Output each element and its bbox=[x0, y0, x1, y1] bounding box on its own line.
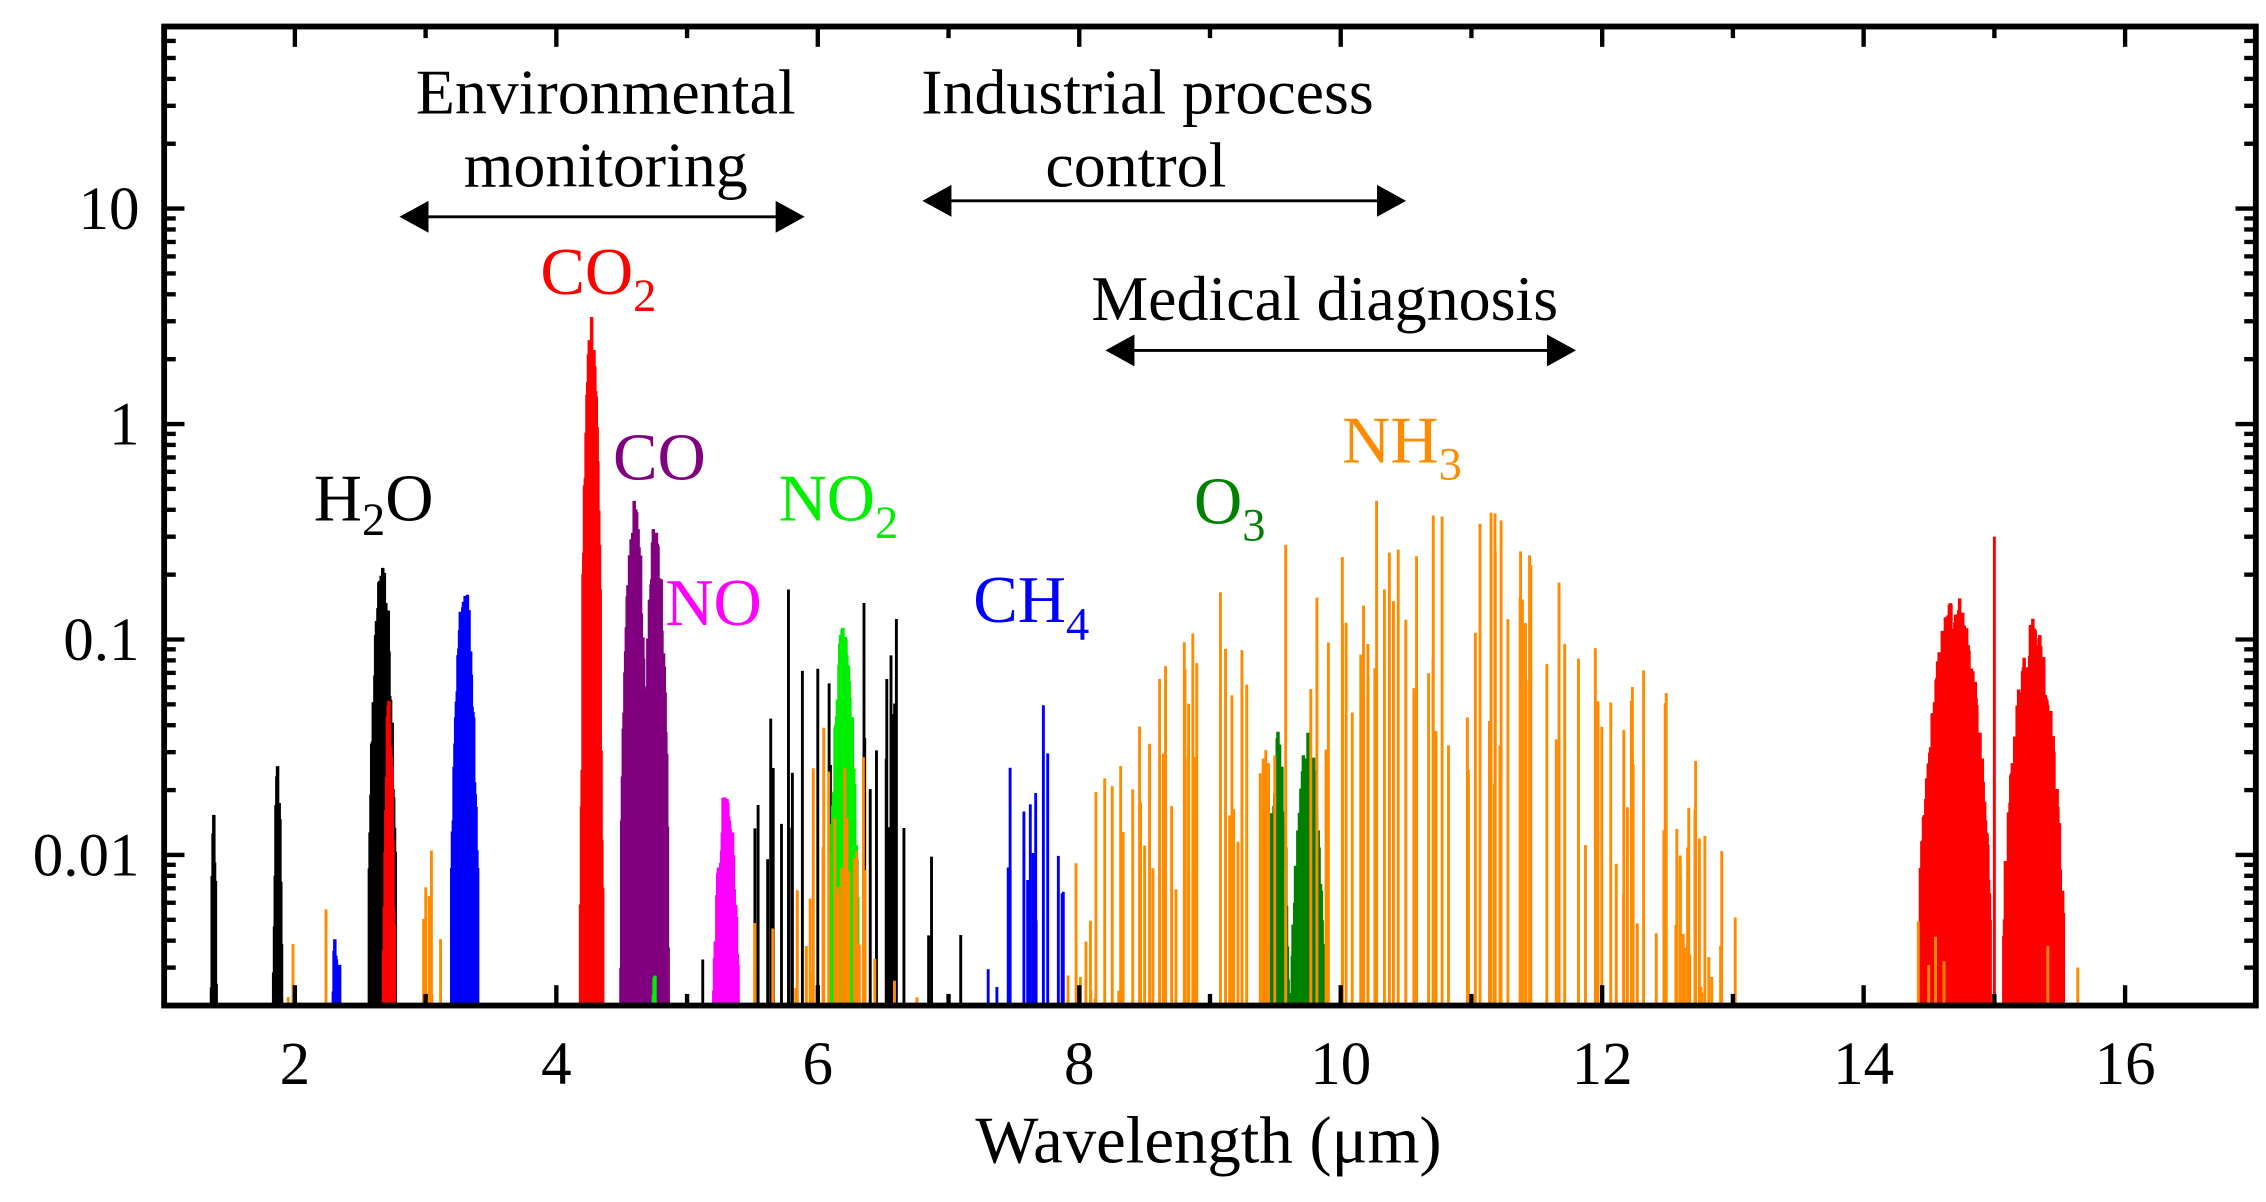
spectral-lines bbox=[209, 317, 2080, 1006]
arrow-head-left bbox=[922, 184, 952, 217]
arrow-head-right bbox=[1377, 184, 1407, 217]
y-tick-label: 0.1 bbox=[63, 607, 139, 674]
x-tick-label: 16 bbox=[2095, 1031, 2156, 1098]
x-tick-label: 4 bbox=[541, 1031, 572, 1098]
x-tick-labels: 2 4 6 8 10 12 14 16 bbox=[280, 1031, 2156, 1098]
label-co2: CO2 bbox=[540, 235, 656, 322]
x-tick-label: 6 bbox=[803, 1031, 834, 1098]
annotation-medical: Medical diagnosis bbox=[1091, 263, 1558, 334]
series-no bbox=[711, 797, 740, 1006]
label-o3: O3 bbox=[1194, 464, 1265, 551]
annotation-environmental-line2: monitoring bbox=[464, 129, 748, 200]
x-axis-title: Wavelength (μm) bbox=[975, 1103, 1441, 1177]
arrow-head-right bbox=[775, 200, 805, 233]
annotation-arrows bbox=[399, 184, 1577, 367]
double-arrow bbox=[399, 200, 805, 233]
arrow-head-right bbox=[1546, 334, 1577, 367]
x-tick-label: 12 bbox=[1572, 1031, 1633, 1098]
series-ch4 bbox=[331, 594, 1065, 1006]
label-no2: NO2 bbox=[779, 461, 899, 548]
series-h2o bbox=[209, 567, 963, 1006]
arrow-head-left bbox=[399, 200, 429, 233]
label-co: CO bbox=[613, 421, 706, 495]
label-nh3: NH3 bbox=[1342, 403, 1462, 490]
label-ch4: CH4 bbox=[973, 563, 1089, 650]
series-co2 bbox=[381, 317, 2066, 1006]
plot-frame bbox=[161, 23, 2259, 1009]
series-co bbox=[619, 500, 670, 1006]
label-h2o: H2O bbox=[314, 461, 434, 546]
x-tick-label: 14 bbox=[1833, 1031, 1894, 1098]
series-nh3 bbox=[286, 500, 2080, 1006]
y-tick-label: 10 bbox=[78, 176, 139, 243]
double-arrow bbox=[1105, 334, 1577, 367]
annotation-environmental-line1: Environmental bbox=[416, 57, 796, 128]
y-tick-label: 0.01 bbox=[33, 822, 140, 889]
annotation-industrial-line2: control bbox=[1045, 129, 1226, 200]
annotation-industrial-line1: Industrial process bbox=[921, 57, 1374, 128]
y-tick-labels: 0.01 0.1 1 10 bbox=[33, 176, 140, 889]
y-tick-label: 1 bbox=[109, 391, 140, 458]
double-arrow bbox=[922, 184, 1407, 217]
label-no: NO bbox=[665, 566, 761, 640]
arrow-head-left bbox=[1105, 334, 1135, 367]
x-tick-label: 8 bbox=[1064, 1031, 1095, 1098]
x-tick-label: 10 bbox=[1310, 1031, 1371, 1098]
x-tick-label: 2 bbox=[280, 1031, 311, 1098]
